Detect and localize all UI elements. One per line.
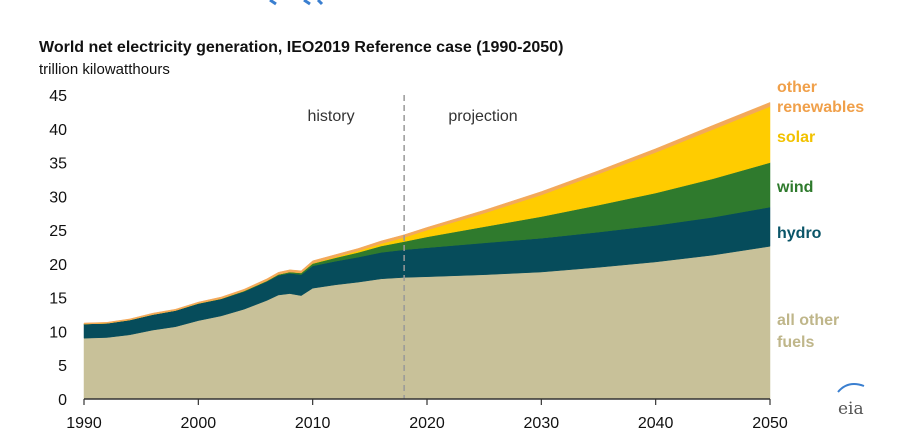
- legend-label: hydro: [777, 225, 822, 242]
- y-tick-label: 10: [49, 324, 67, 341]
- legend-label: renewables: [777, 99, 864, 116]
- legend-label: other: [777, 79, 817, 96]
- x-tick-label: 2030: [524, 415, 560, 432]
- header-fragment: [269, 0, 324, 6]
- eia-logo-text: eia: [838, 399, 864, 419]
- y-axis-label: trillion kilowatthours: [39, 61, 170, 78]
- y-tick-label: 45: [49, 88, 67, 105]
- history-label: history: [307, 108, 354, 125]
- legend-label: wind: [776, 179, 813, 196]
- legend-label: fuels: [777, 334, 814, 351]
- y-tick-label: 0: [58, 392, 67, 409]
- x-tick-label: 2040: [638, 415, 674, 432]
- chart-title: World net electricity generation, IEO201…: [39, 39, 563, 56]
- x-tick-label: 2050: [752, 415, 788, 432]
- x-tick-label: 2000: [181, 415, 217, 432]
- projection-label: projection: [448, 108, 517, 125]
- header-clip: [60, 0, 904, 8]
- x-tick-label: 1990: [66, 415, 102, 432]
- stacked-areas: [83, 102, 771, 400]
- area-other-renewables: [83, 102, 771, 325]
- x-tick-label: 2010: [295, 415, 331, 432]
- y-axis-ticks: 0 5 10 15 20 25 30 35 40 45: [49, 88, 67, 409]
- eia-logo-swoosh: [837, 383, 865, 393]
- y-tick-label: 35: [49, 156, 67, 173]
- series-legend: other renewables solar wind hydro all other fu…: [776, 79, 864, 351]
- y-tick-label: 5: [58, 358, 67, 375]
- y-tick-label: 20: [49, 257, 67, 274]
- x-axis-ticks: 1990 2000 2010 2020 2030 2040 2050: [66, 399, 788, 432]
- legend-label: all other: [777, 312, 839, 329]
- y-tick-label: 30: [49, 189, 67, 206]
- legend-label: solar: [777, 129, 815, 146]
- y-tick-label: 25: [49, 223, 67, 240]
- eia-logo: eia: [837, 383, 865, 419]
- x-tick-label: 2020: [409, 415, 445, 432]
- y-tick-label: 15: [49, 291, 67, 308]
- y-tick-label: 40: [49, 122, 67, 139]
